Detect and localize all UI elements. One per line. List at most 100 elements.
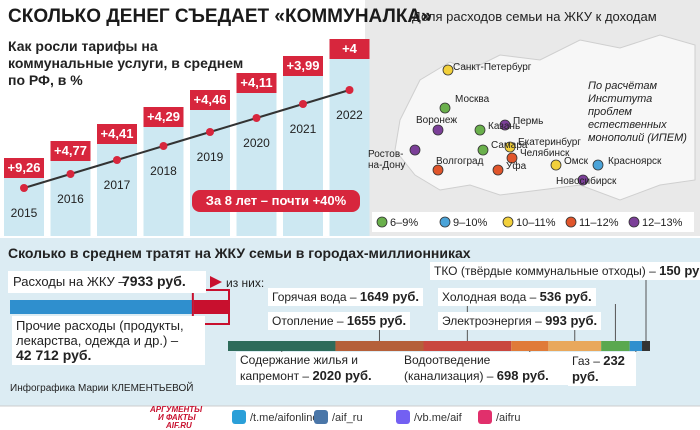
- link-icon[interactable]: [232, 410, 246, 424]
- other-value: 42 712 руб.: [16, 347, 92, 363]
- item-value: 1655 руб.: [346, 313, 407, 328]
- growth-box: [236, 73, 277, 93]
- title: СКОЛЬКО ДЕНЕГ СЪЕДАЕТ «КОММУНАЛКА»: [8, 6, 432, 27]
- other-name: Прочие расходы (продукты, лекарства, оде…: [16, 318, 184, 348]
- item-name: Содержание жилья и капремонт –: [240, 353, 358, 383]
- map-land: [394, 34, 696, 201]
- logo: AIF.RU: [165, 421, 192, 430]
- legend-dot: [565, 216, 577, 228]
- legend-dot: [439, 216, 451, 228]
- city-dot: [432, 164, 444, 176]
- item-name: Электроэнергия –: [442, 314, 542, 328]
- city-dot: [577, 174, 589, 186]
- city-dot: [592, 159, 604, 171]
- link-icon[interactable]: [396, 410, 410, 424]
- city-dot: [492, 164, 504, 176]
- segment: [423, 341, 512, 351]
- item-label: Холодная вода – 536 руб.: [438, 288, 596, 306]
- city-label: Омск: [564, 156, 589, 167]
- link[interactable]: /aifru: [496, 412, 520, 424]
- segment: [629, 341, 643, 351]
- segment: [642, 341, 650, 351]
- total-value: 7933 руб.: [122, 273, 186, 289]
- item-value: 1649 руб.: [359, 289, 420, 304]
- growth-dot: [113, 156, 121, 164]
- city-label: Челябинск: [520, 148, 570, 159]
- city-dot: [504, 141, 516, 153]
- growth-dot: [159, 142, 168, 150]
- logo: АРГУМЕНТЫ: [149, 405, 203, 414]
- city-label: Пермь: [513, 116, 544, 127]
- legend-dot: [502, 216, 514, 228]
- item-name: ТКО (твёрдые коммунальные отходы) –: [434, 264, 656, 278]
- item-name: Отопление –: [272, 314, 344, 328]
- segment: [548, 341, 602, 351]
- legend-label: 12–13%: [642, 217, 683, 229]
- city-label: Екатеринбург: [518, 137, 581, 148]
- growth-box: [97, 124, 137, 144]
- city-label: Казань: [488, 121, 521, 132]
- legend-label: 9–10%: [453, 217, 487, 229]
- legend-label: 6–9%: [390, 217, 418, 229]
- city-label: Новосибирск: [556, 176, 617, 187]
- other-bar: [10, 300, 194, 314]
- link[interactable]: /vb.me/aif: [414, 412, 463, 424]
- subtitle: Как росли тарифы на коммунальные услуги,…: [8, 38, 244, 88]
- link[interactable]: /t.me/aifonline: [250, 412, 318, 424]
- credit: Инфографика Марии КЛЕМЕНТЬЕВОЙ: [10, 383, 194, 394]
- city-dot: [432, 124, 444, 136]
- spending-title: Сколько в среднем тратят на ЖКУ семьи в …: [8, 245, 471, 261]
- growth-label: +4,77: [54, 143, 87, 158]
- segment: [511, 341, 549, 351]
- total-frame: [191, 289, 230, 325]
- city-dot: [499, 119, 511, 131]
- item-label: Горячая вода – 1649 руб.: [268, 288, 424, 306]
- growth-dot: [299, 100, 307, 108]
- growth-label: +4,41: [101, 126, 134, 141]
- year-label: 2020: [243, 136, 270, 150]
- other-name: Прочие расходы (продукты, лекарства, оде…: [12, 316, 205, 365]
- link-icon[interactable]: [478, 410, 492, 424]
- city-dot: [506, 152, 518, 164]
- growth-label: +4: [342, 41, 358, 56]
- item-value: 150 руб.: [659, 263, 700, 278]
- city-label: Санкт-Петербург: [453, 62, 532, 73]
- item-value: 698 руб.: [496, 368, 549, 383]
- growth-label: +4,46: [194, 92, 227, 107]
- total-bar: [193, 300, 228, 314]
- city-dot: [474, 124, 486, 136]
- note: За 8 лет – почти +40%: [206, 193, 347, 208]
- city-dot: [442, 64, 454, 76]
- segment: [335, 341, 424, 351]
- item-name: Холодная вода –: [442, 290, 537, 304]
- link[interactable]: /aif_ru: [332, 412, 363, 424]
- growth-box: [329, 39, 370, 59]
- growth-box: [143, 107, 184, 127]
- growth-box: [283, 56, 323, 76]
- growth-dot: [66, 170, 75, 178]
- city-label: Красноярск: [608, 156, 662, 167]
- item-label: Газ – 232 руб.: [568, 352, 636, 386]
- item-value: 2020 руб.: [312, 368, 372, 383]
- item-name: Водоотведение (канализация) –: [404, 353, 494, 383]
- item-label: Водоотведение (канализация) – 698 руб.: [400, 352, 568, 385]
- year-label: 2022: [336, 108, 363, 122]
- city-label: Уфа: [506, 161, 527, 172]
- growth-dot: [206, 128, 214, 136]
- growth-label: +3,99: [287, 58, 320, 73]
- logo: И ФАКТЫ: [158, 413, 197, 422]
- map-note: По расчётам Института проблем естественн…: [588, 80, 687, 144]
- legend-label: 10–11%: [516, 217, 556, 229]
- legend-bg: [372, 212, 694, 232]
- legend-label: 11–12%: [579, 217, 619, 229]
- item-name: Горячая вода –: [272, 290, 357, 304]
- legend-dot: [628, 216, 640, 228]
- item-label: ТКО (твёрдые коммунальные отходы) – 150 …: [430, 262, 700, 280]
- growth-box: [4, 158, 44, 178]
- year-label: 2021: [290, 122, 317, 136]
- link-icon[interactable]: [314, 410, 328, 424]
- item-value: 993 руб.: [545, 313, 598, 328]
- city-label: Самара: [491, 140, 528, 151]
- item-name: Газ –: [572, 354, 600, 368]
- year-label: 2019: [197, 150, 224, 164]
